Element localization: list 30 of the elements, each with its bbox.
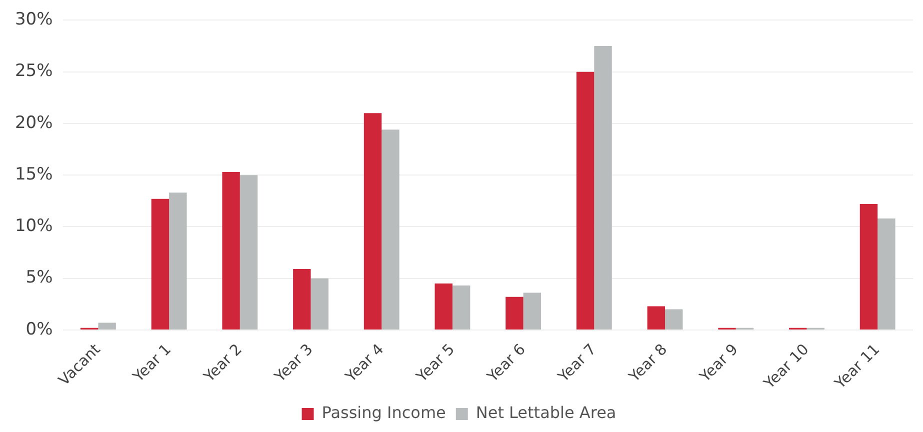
bar bbox=[293, 269, 311, 330]
y-tick-label: 20% bbox=[14, 112, 53, 133]
bar bbox=[452, 286, 470, 330]
bar bbox=[594, 46, 612, 330]
x-tick-label: Year 11 bbox=[830, 340, 884, 393]
bar bbox=[506, 296, 524, 330]
bar bbox=[860, 204, 878, 330]
bar bbox=[240, 175, 258, 330]
y-tick-label: 0% bbox=[26, 319, 53, 340]
y-tick-label: 25% bbox=[14, 61, 53, 82]
bar bbox=[878, 218, 896, 330]
bar bbox=[98, 322, 116, 330]
bar bbox=[151, 198, 170, 330]
bar bbox=[169, 192, 187, 330]
x-tick-label: Year 10 bbox=[760, 340, 812, 393]
bar bbox=[310, 278, 328, 330]
y-tick-label: 30% bbox=[14, 10, 53, 30]
bar bbox=[576, 72, 594, 330]
legend-label: Passing Income bbox=[322, 403, 446, 422]
bar bbox=[364, 113, 382, 330]
bar bbox=[434, 283, 452, 330]
y-tick-label: 5% bbox=[26, 268, 53, 288]
legend-label: Net Lettable Area bbox=[476, 403, 616, 422]
bar bbox=[222, 172, 240, 330]
bar bbox=[382, 130, 400, 330]
y-tick-label: 10% bbox=[14, 216, 53, 236]
bar bbox=[665, 309, 683, 330]
bar bbox=[523, 292, 542, 330]
bar bbox=[647, 306, 666, 330]
y-tick-label: 15% bbox=[14, 164, 53, 184]
